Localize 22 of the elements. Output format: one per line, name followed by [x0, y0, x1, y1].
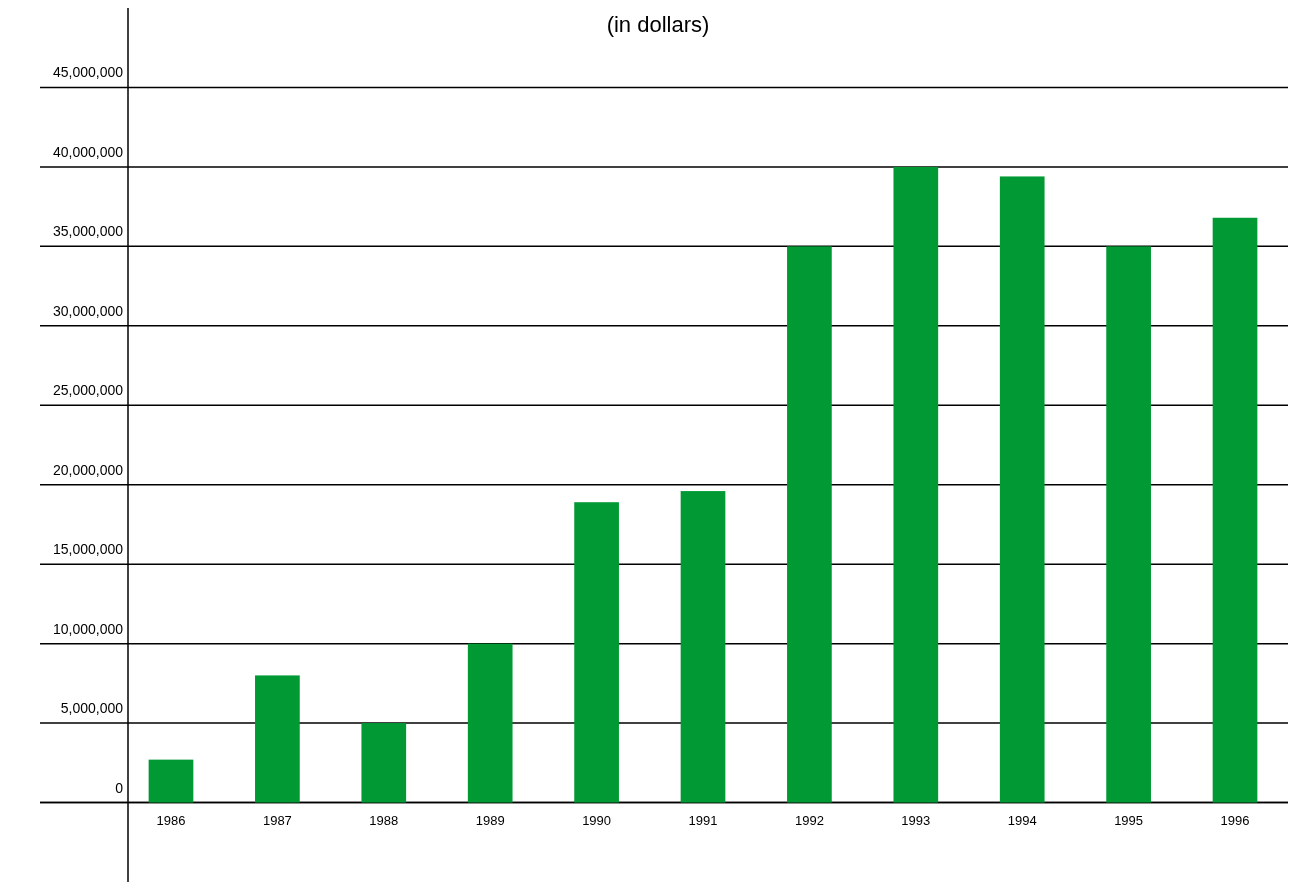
y-tick-label: 40,000,000 [52, 143, 124, 160]
y-tick-label: 25,000,000 [52, 382, 124, 399]
x-tick-label: 1989 [475, 812, 505, 828]
x-tick-label: 1992 [794, 812, 824, 828]
x-tick-label: 1991 [688, 812, 718, 828]
y-tick-label: 10,000,000 [52, 620, 124, 637]
y-tick-label: 0 [115, 779, 124, 796]
x-tick-label: 1993 [901, 812, 931, 828]
y-tick-label: 5,000,000 [60, 700, 124, 717]
y-tick-label: 20,000,000 [52, 461, 124, 478]
x-tick-label: 1987 [262, 812, 292, 828]
chart-title: (in dollars) [606, 12, 710, 37]
x-tick-label: 1995 [1114, 812, 1144, 828]
x-tick-label: 1988 [369, 812, 399, 828]
y-tick-label: 45,000,000 [52, 64, 124, 81]
x-tick-label: 1994 [1007, 812, 1037, 828]
x-tick-label: 1996 [1220, 812, 1250, 828]
y-tick-label: 15,000,000 [52, 541, 124, 558]
y-tick-label: 35,000,000 [52, 223, 124, 240]
x-tick-label: 1990 [582, 812, 612, 828]
x-tick-label: 1986 [156, 812, 186, 828]
y-tick-label: 30,000,000 [52, 302, 124, 319]
